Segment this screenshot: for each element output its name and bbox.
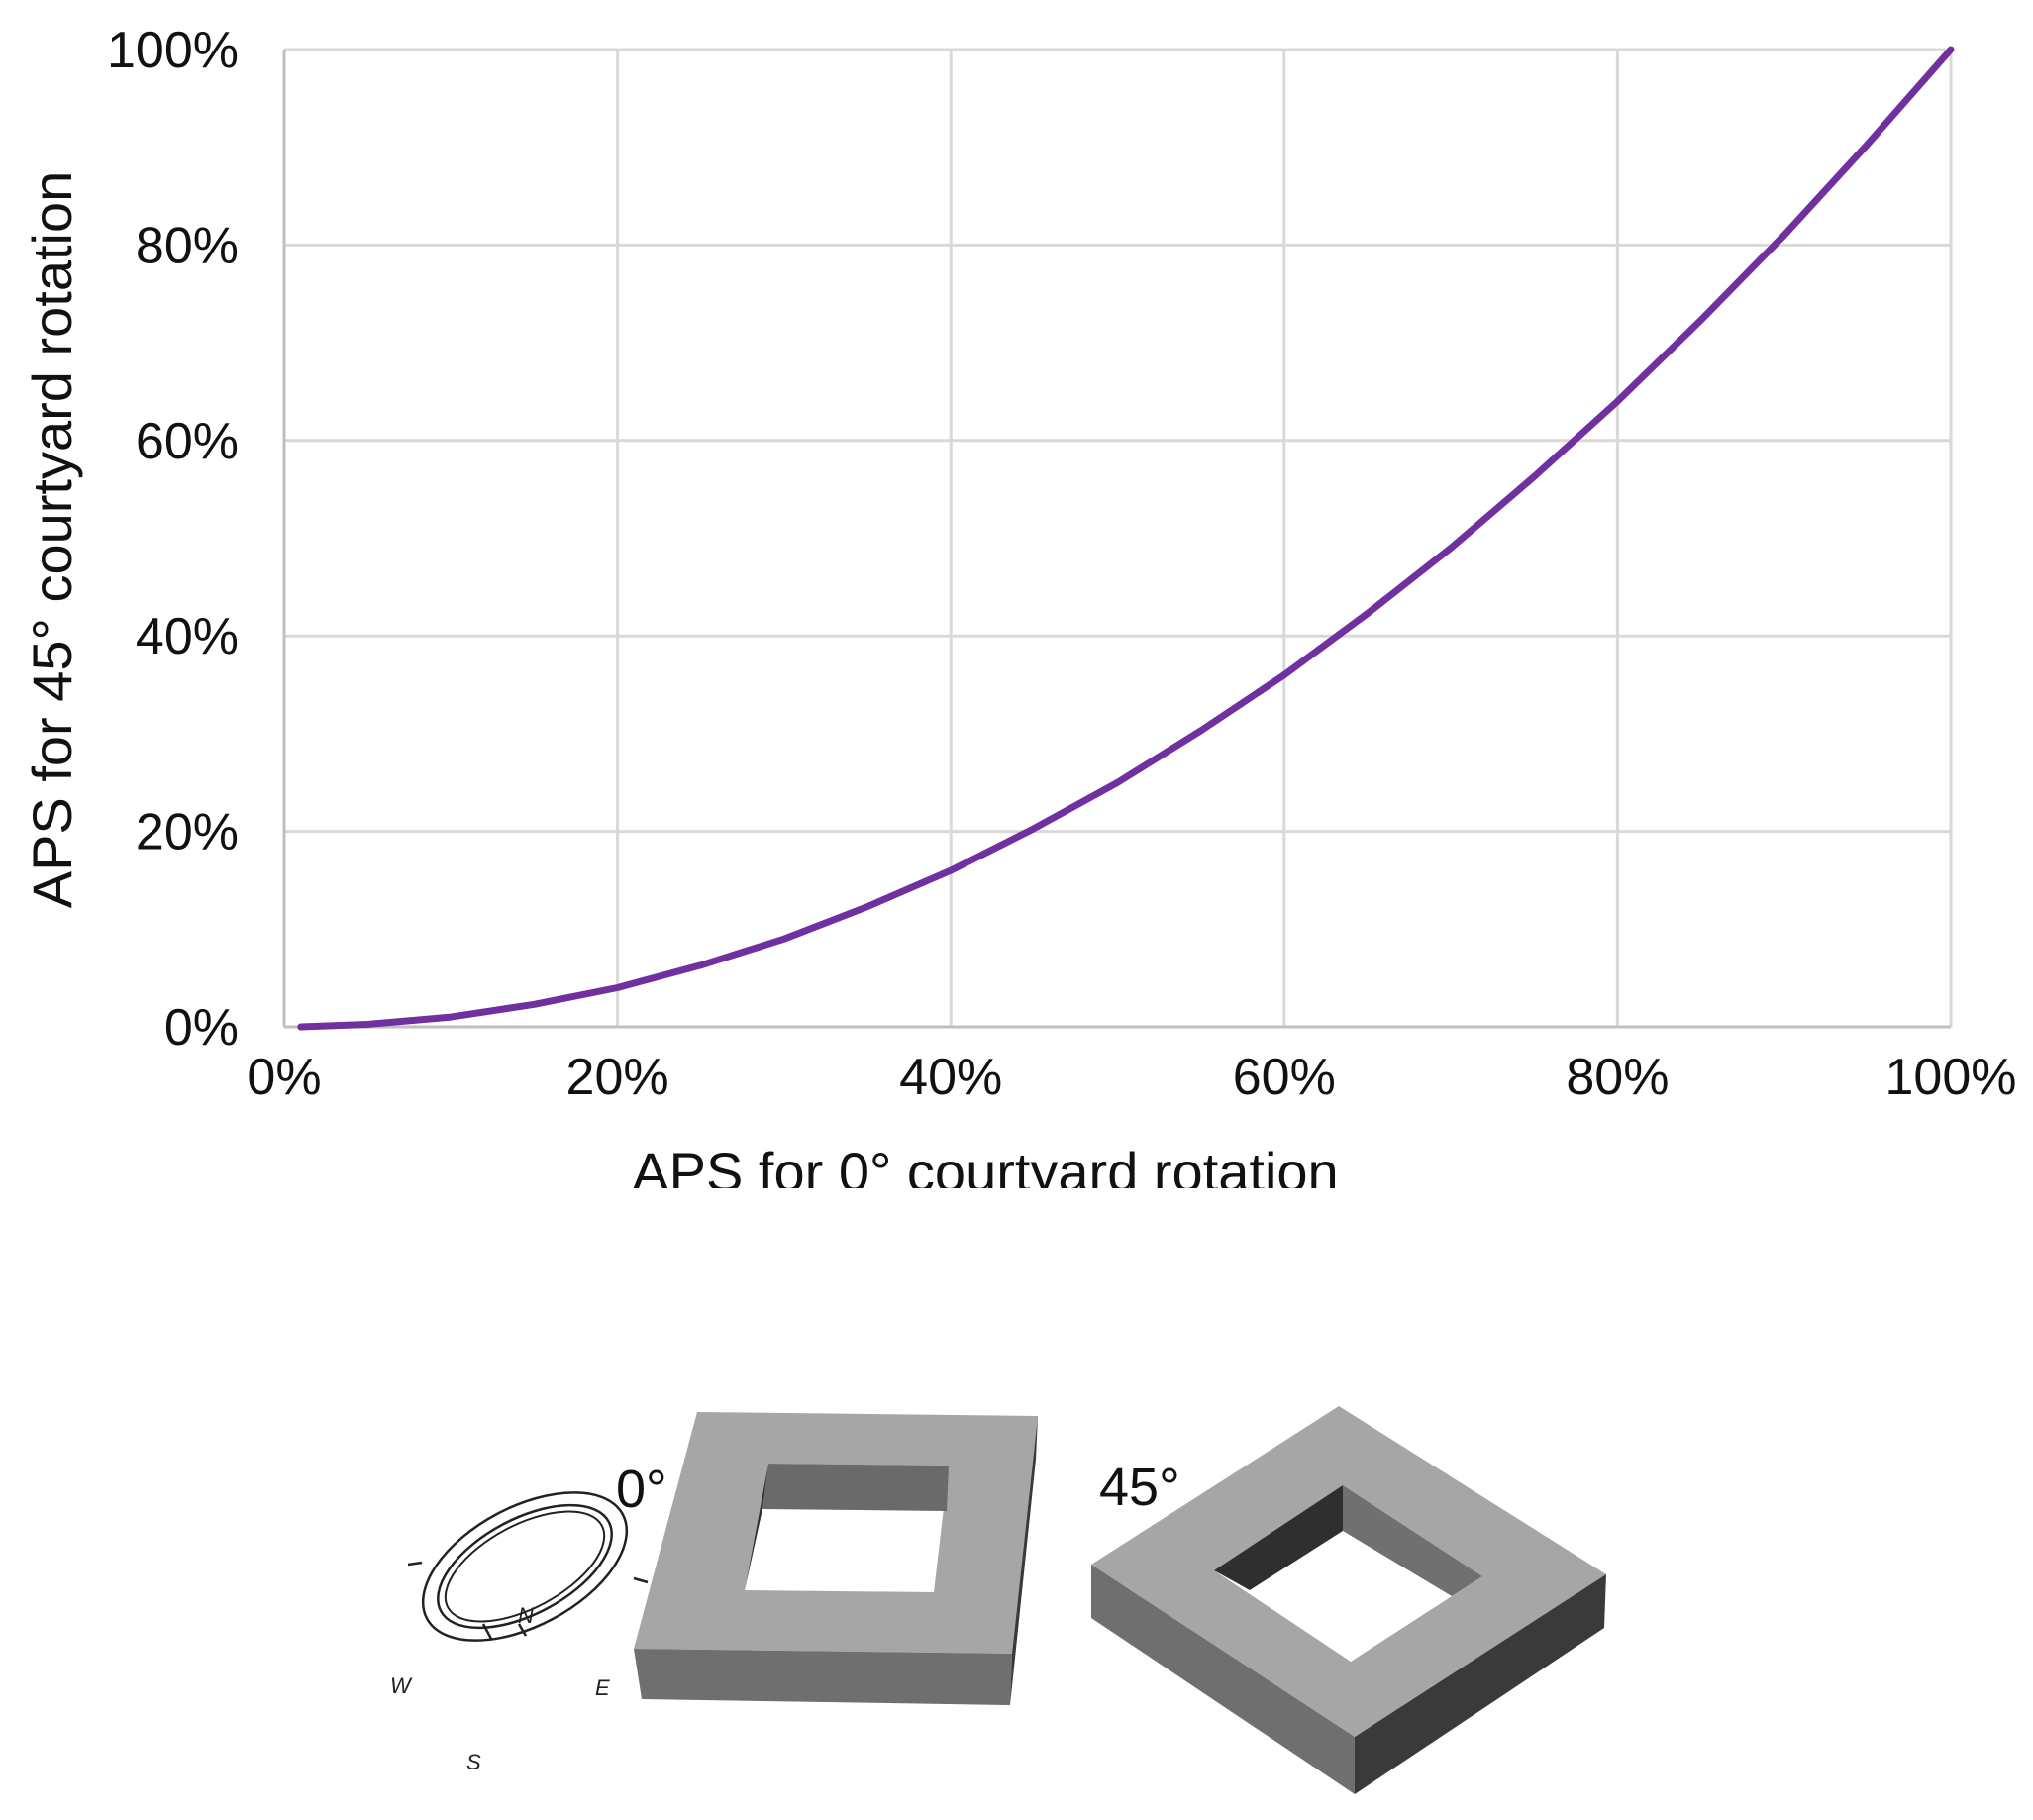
- y-tick-label: 60%: [136, 413, 239, 470]
- compass-icon: N E S W: [390, 1491, 649, 1774]
- courtyard-block-45-deg: 45°: [1091, 1406, 1606, 1794]
- y-tick-label: 20%: [136, 804, 239, 861]
- grid-lines: [284, 48, 1953, 1027]
- series-line: [297, 46, 1955, 1031]
- x-tick-label: 80%: [1566, 1049, 1669, 1106]
- x-tick-label: 20%: [566, 1049, 669, 1106]
- x-tick-label: 0%: [247, 1049, 321, 1106]
- x-tick-label: 60%: [1233, 1049, 1336, 1106]
- axes: [282, 50, 1951, 1029]
- compass-south-label: S: [466, 1750, 481, 1774]
- y-tick-label: 100%: [107, 22, 239, 79]
- compass-tick-n: [517, 1623, 528, 1637]
- x-axis-title: APS for 0° courtyard rotation: [632, 1141, 1338, 1188]
- series-group: [297, 46, 1955, 1031]
- rotation-label-0: 0°: [616, 1460, 667, 1519]
- aps-comparison-chart: 0% 20% 40% 60% 80% 100% 0% 20% 40% 60% 80% 100% AP…: [21, 22, 2017, 1188]
- y-tick-label: 40%: [136, 608, 239, 665]
- x-tick-label: 40%: [899, 1049, 1002, 1106]
- compass-north-label: N: [518, 1603, 534, 1628]
- y-axis-title: APS for 45° courtyard rotation: [21, 171, 83, 909]
- courtyard-block-0-deg: 0°: [616, 1412, 1038, 1705]
- y-tick-label: 0%: [164, 999, 239, 1057]
- x-tick-labels: 0% 20% 40% 60% 80% 100%: [247, 1049, 2016, 1106]
- rotation-label-45: 45°: [1099, 1458, 1180, 1517]
- compass-west-label: W: [390, 1673, 413, 1698]
- x-tick-label: 100%: [1885, 1049, 2017, 1106]
- compass-east-label: E: [595, 1675, 610, 1700]
- y-tick-label: 80%: [136, 217, 239, 274]
- y-tick-labels: 0% 20% 40% 60% 80% 100%: [107, 22, 239, 1057]
